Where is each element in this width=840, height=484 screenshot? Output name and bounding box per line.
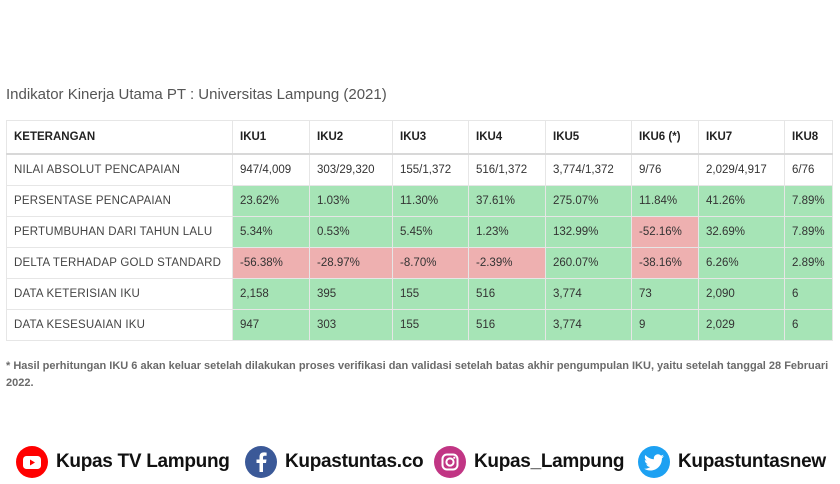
- page-title: Indikator Kinerja Utama PT : Universitas…: [6, 86, 387, 103]
- table-cell: 37.61%: [468, 185, 546, 217]
- table-cell: 155: [392, 309, 469, 341]
- table-cell: 7.89%: [784, 185, 833, 217]
- table-cell: -56.38%: [232, 247, 310, 279]
- table-cell: 947: [232, 309, 310, 341]
- twitter-link[interactable]: Kupastuntasnew: [638, 446, 826, 478]
- table-cell: 2.89%: [784, 247, 833, 279]
- table-row: NILAI ABSOLUT PENCAPAIAN 947/4,009 303/29,…: [6, 153, 833, 186]
- table-cell: 3,774: [545, 278, 632, 310]
- instagram-link[interactable]: Kupas_Lampung: [434, 446, 625, 478]
- twitter-icon: [638, 446, 670, 478]
- column-header-iku7: IKU7: [698, 120, 785, 155]
- instagram-icon: [434, 446, 466, 478]
- column-header-iku2: IKU2: [309, 120, 393, 155]
- table-cell: 6/76: [784, 153, 833, 186]
- table-row: PERTUMBUHAN DARI TAHUN LALU 5.34% 0.53% 5.4…: [6, 216, 833, 248]
- table-cell: 6.26%: [698, 247, 785, 279]
- column-header-iku5: IKU5: [545, 120, 632, 155]
- table-cell: 23.62%: [232, 185, 310, 217]
- table-cell: 2,158: [232, 278, 310, 310]
- row-label: PERTUMBUHAN DARI TAHUN LALU: [6, 216, 233, 248]
- column-header-iku3: IKU3: [392, 120, 469, 155]
- table-row: DATA KETERISIAN IKU 2,158 395 155 516 3,774 73…: [6, 278, 833, 310]
- table-cell: 1.03%: [309, 185, 393, 217]
- table-cell: 275.07%: [545, 185, 632, 217]
- table-cell: 2,090: [698, 278, 785, 310]
- table-cell: 6: [784, 278, 833, 310]
- table-cell: 0.53%: [309, 216, 393, 248]
- table-cell: 2,029: [698, 309, 785, 341]
- table-cell: 155/1,372: [392, 153, 469, 186]
- facebook-link[interactable]: Kupastuntas.co: [245, 446, 424, 478]
- table-cell: 11.84%: [631, 185, 699, 217]
- table-cell: 155: [392, 278, 469, 310]
- table-cell: 303/29,320: [309, 153, 393, 186]
- facebook-label: Kupastuntas.co: [285, 451, 424, 472]
- column-header-iku6: IKU6 (*): [631, 120, 699, 155]
- column-header-iku8: IKU8: [784, 120, 833, 155]
- facebook-icon: [245, 446, 277, 478]
- table-body: NILAI ABSOLUT PENCAPAIAN 947/4,009 303/29,…: [6, 153, 833, 341]
- column-header-iku4: IKU4: [468, 120, 546, 155]
- table-cell: 32.69%: [698, 216, 785, 248]
- table-cell: 395: [309, 278, 393, 310]
- iku-table-container: KETERANGAN IKU1 IKU2 IKU3 IKU4 IKU5 IKU6…: [6, 120, 833, 341]
- table-cell: 5.45%: [392, 216, 469, 248]
- table-cell: 5.34%: [232, 216, 310, 248]
- table-cell: 9/76: [631, 153, 699, 186]
- twitter-label: Kupastuntasnew: [678, 451, 826, 472]
- table-row: DELTA TERHADAP GOLD STANDARD -56.38% -28.9…: [6, 247, 833, 279]
- table-cell: -52.16%: [631, 216, 699, 248]
- table-cell: 3,774/1,372: [545, 153, 632, 186]
- youtube-label: Kupas TV Lampung: [56, 451, 230, 472]
- row-label: DELTA TERHADAP GOLD STANDARD: [6, 247, 233, 279]
- table-cell: 3,774: [545, 309, 632, 341]
- table-cell: 41.26%: [698, 185, 785, 217]
- table-cell: 11.30%: [392, 185, 469, 217]
- table-cell: 303: [309, 309, 393, 341]
- table-header-row: KETERANGAN IKU1 IKU2 IKU3 IKU4 IKU5 IKU6…: [6, 120, 833, 155]
- column-header-keterangan: KETERANGAN: [6, 120, 233, 155]
- table-cell: 1.23%: [468, 216, 546, 248]
- table-cell: 947/4,009: [232, 153, 310, 186]
- iku-table: KETERANGAN IKU1 IKU2 IKU3 IKU4 IKU5 IKU6…: [6, 120, 833, 341]
- table-cell: 132.99%: [545, 216, 632, 248]
- row-label: DATA KETERISIAN IKU: [6, 278, 233, 310]
- instagram-label: Kupas_Lampung: [474, 451, 625, 472]
- table-cell: 516: [468, 309, 546, 341]
- table-cell: -2.39%: [468, 247, 546, 279]
- row-label: NILAI ABSOLUT PENCAPAIAN: [6, 153, 233, 186]
- footnote: * Hasil perhitungan IKU 6 akan keluar se…: [6, 360, 829, 389]
- table-cell: 516/1,372: [468, 153, 546, 186]
- table-cell: 260.07%: [545, 247, 632, 279]
- table-cell: -28.97%: [309, 247, 393, 279]
- table-cell: -8.70%: [392, 247, 469, 279]
- table-cell: 2,029/4,917: [698, 153, 785, 186]
- table-cell: 7.89%: [784, 216, 833, 248]
- table-row: DATA KESESUAIAN IKU 947 303 155 516 3,774 9 2,0…: [6, 309, 833, 341]
- table-cell: -38.16%: [631, 247, 699, 279]
- table-cell: 516: [468, 278, 546, 310]
- table-row: PERSENTASE PENCAPAIAN 23.62% 1.03% 11.30% 37…: [6, 185, 833, 217]
- youtube-link[interactable]: Kupas TV Lampung: [16, 446, 230, 478]
- table-cell: 6: [784, 309, 833, 341]
- row-label: DATA KESESUAIAN IKU: [6, 309, 233, 341]
- youtube-icon: [16, 446, 48, 478]
- column-header-iku1: IKU1: [232, 120, 310, 155]
- table-cell: 9: [631, 309, 699, 341]
- table-cell: 73: [631, 278, 699, 310]
- social-footer: Kupas TV Lampung Kupastuntas.co Kupas_La…: [0, 440, 840, 484]
- row-label: PERSENTASE PENCAPAIAN: [6, 185, 233, 217]
